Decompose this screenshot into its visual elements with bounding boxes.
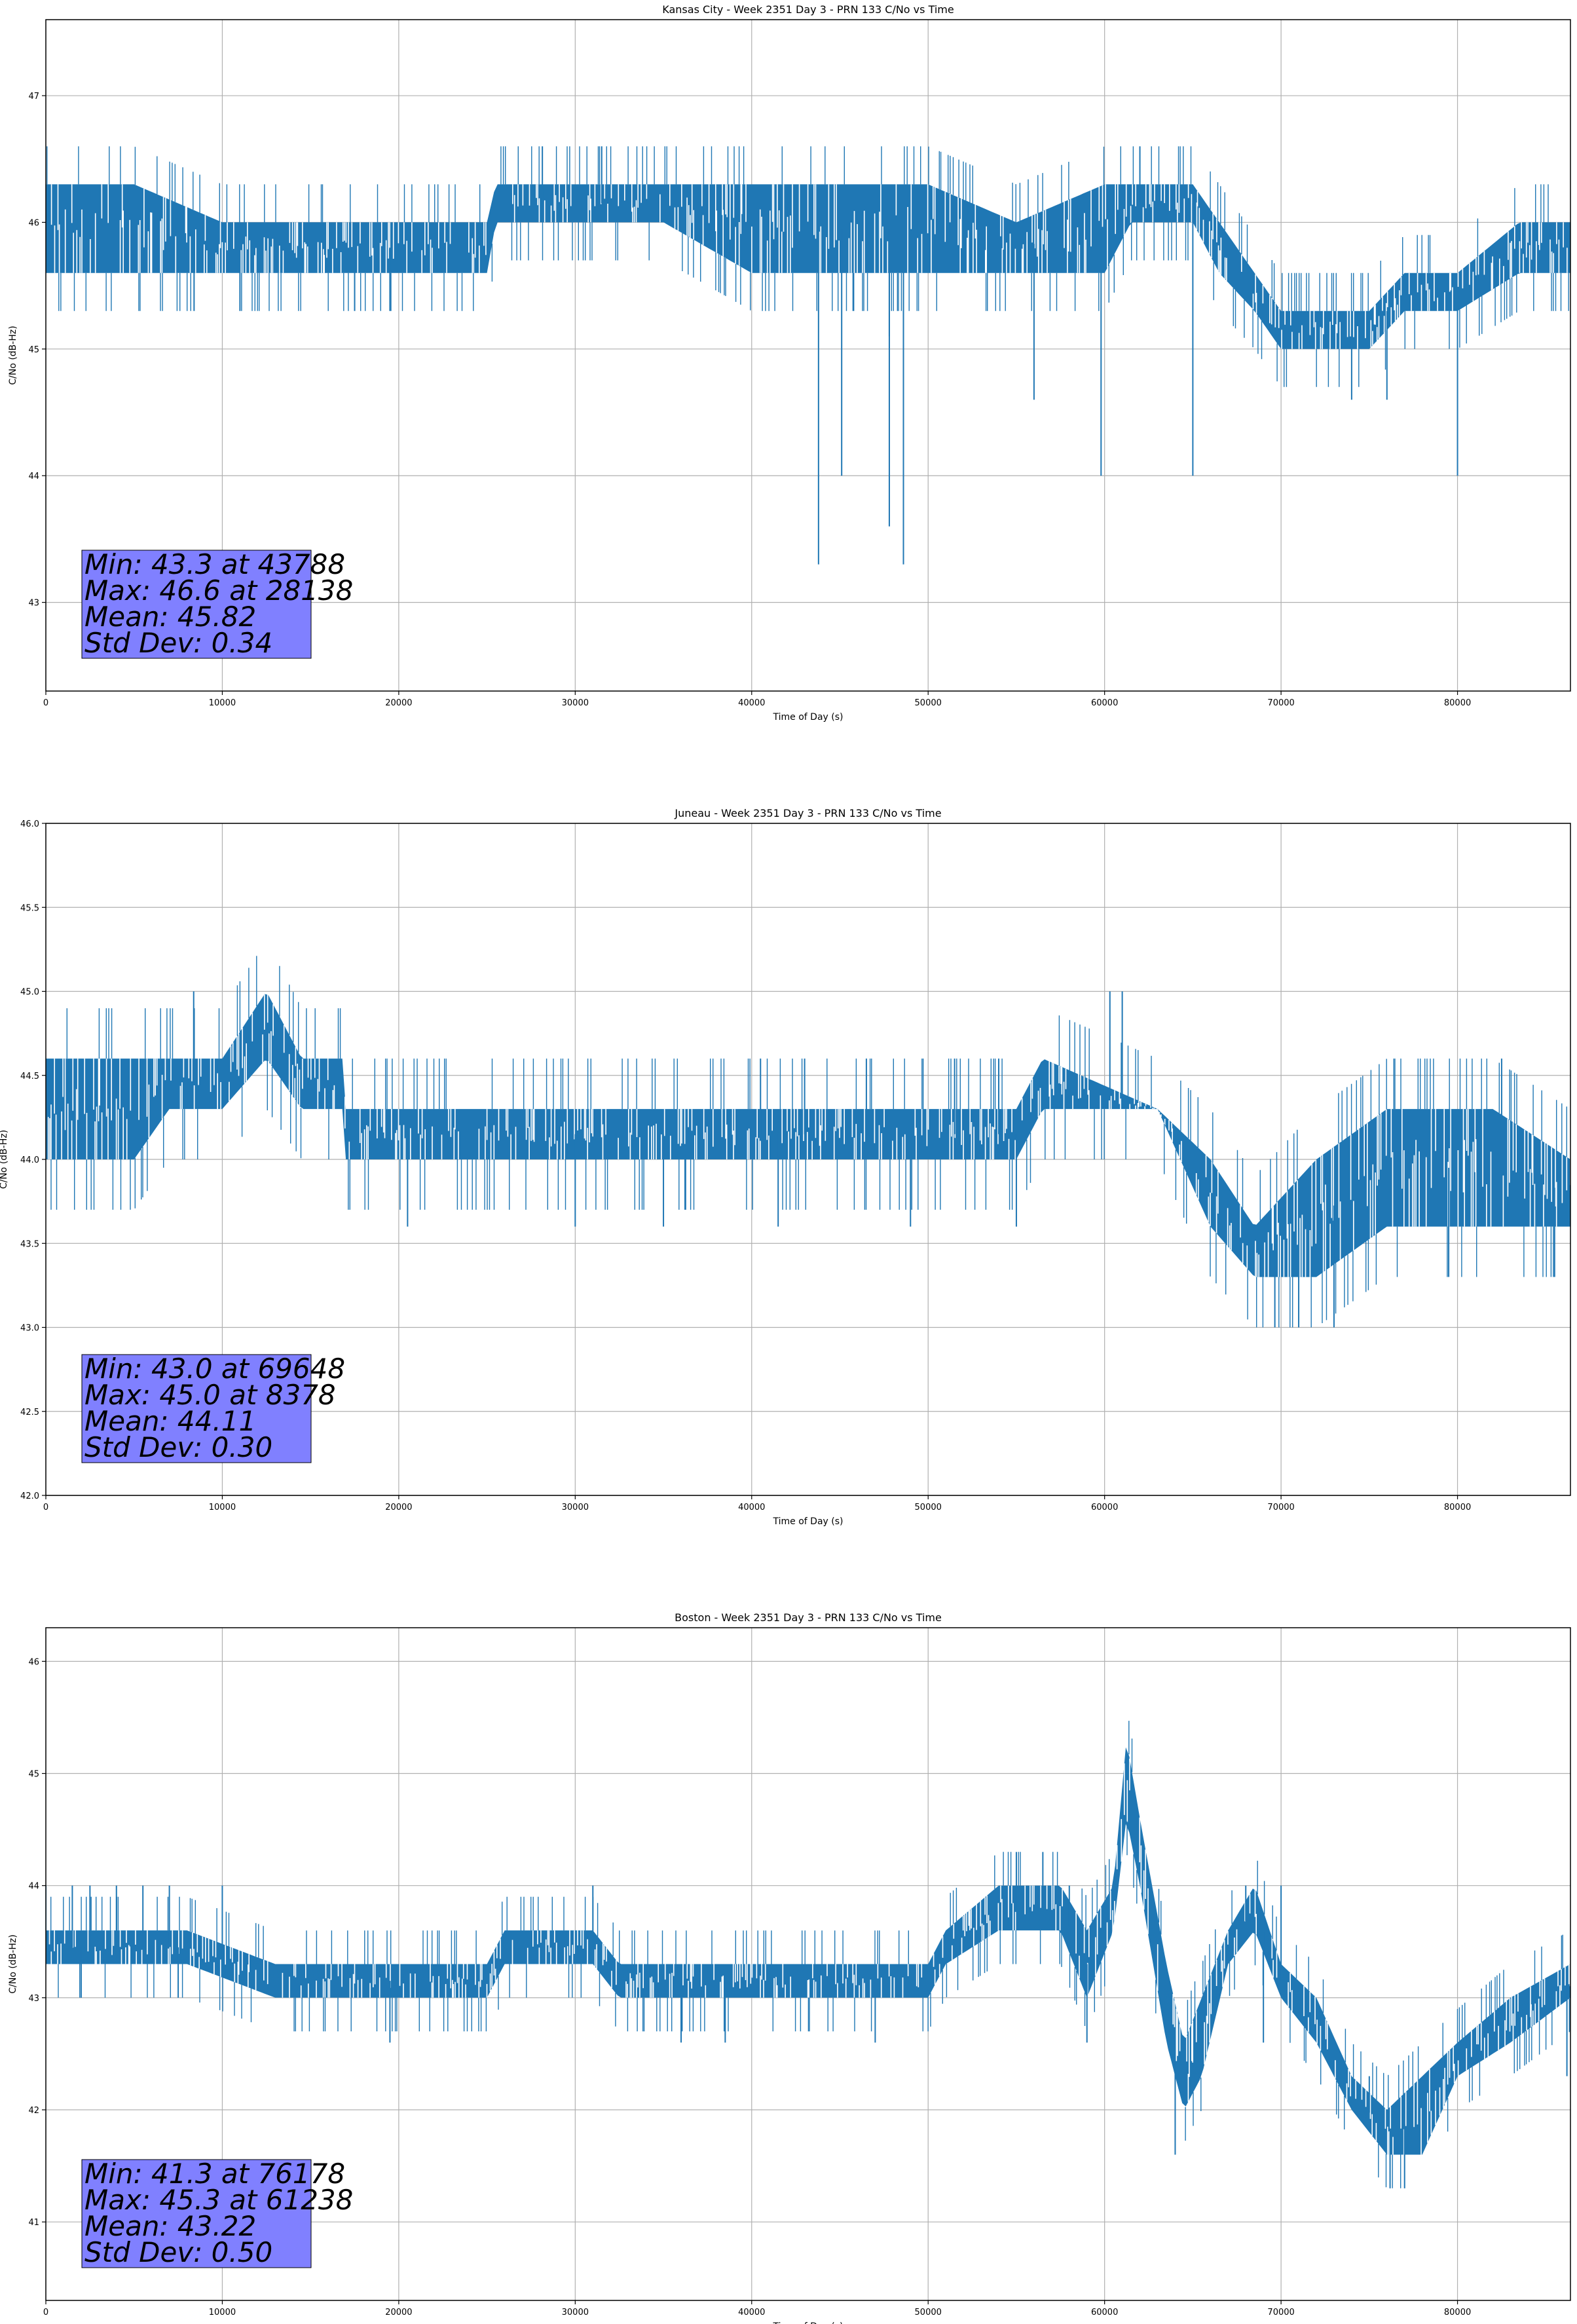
- y-tick-label: 43: [28, 599, 39, 609]
- y-tick-label: 44.5: [20, 1072, 39, 1081]
- stats-box: [81, 1354, 312, 1463]
- chart-panel-2: 0 10000 20000 30000 40000 50000 60000 70000 8000…: [0, 807, 1571, 1527]
- x-axis-label: Time of Day (s): [773, 1516, 844, 1527]
- series-group: [46, 1721, 1570, 2188]
- stats-line: Std Dev: 0.50: [84, 2236, 272, 2268]
- series-gaps: [48, 1758, 1570, 2155]
- chart-title: Juneau - Week 2351 Day 3 - PRN 133 C/No …: [674, 807, 941, 819]
- chart-title: Kansas City - Week 2351 Day 3 - PRN 133 …: [662, 3, 954, 16]
- x-tick-label: 80000: [1444, 2308, 1471, 2317]
- axes-frame: [45, 1627, 1571, 2301]
- y-tick-label: 44: [28, 1882, 39, 1892]
- x-tick-label: 20000: [385, 2308, 412, 2317]
- stats-line: Max: 45.3 at 61238: [84, 2184, 353, 2216]
- stats-line: Max: 45.0 at 8378: [84, 1379, 336, 1411]
- stats-box: [81, 550, 312, 659]
- series-oscillation: [50, 1721, 1570, 2188]
- x-tick-label: 10000: [209, 2308, 236, 2317]
- y-tick-label: 46: [28, 1657, 39, 1667]
- x-tick-label: 10000: [209, 698, 236, 708]
- x-tick-label: 60000: [1091, 1503, 1118, 1512]
- x-tick-label: 40000: [738, 2308, 765, 2317]
- stats-line: Max: 46.6 at 28138: [84, 574, 353, 607]
- y-tick-label: 45.5: [20, 903, 39, 913]
- stats-line: Min: 43.0 at 69648: [84, 1353, 345, 1385]
- y-tick-label: 45: [28, 345, 39, 355]
- y-tick-label: 44.0: [20, 1155, 39, 1165]
- y-tick-label: 42.0: [20, 1491, 39, 1501]
- x-tick-label: 80000: [1444, 1503, 1471, 1512]
- x-tick-label: 80000: [1444, 698, 1471, 708]
- stats-line: Min: 41.3 at 76178: [84, 2158, 345, 2190]
- x-axis-label: Time of Day (s): [773, 2321, 844, 2324]
- stats-line: Mean: 44.11: [84, 1405, 256, 1437]
- x-tick-label: 30000: [562, 2308, 589, 2317]
- x-tick-label: 40000: [738, 1503, 765, 1512]
- y-tick-label: 41: [28, 2218, 39, 2228]
- x-axis-label: Time of Day (s): [773, 712, 844, 722]
- stats-line: Std Dev: 0.30: [84, 1431, 272, 1463]
- series-gaps: [47, 994, 1570, 1277]
- y-tick-label: 46: [28, 218, 39, 228]
- x-tick-label: 60000: [1091, 2308, 1118, 2317]
- x-tick-label: 10000: [209, 1503, 236, 1512]
- y-axis-label: C/No (dB-Hz): [0, 1130, 9, 1189]
- y-tick-label: 45.0: [20, 988, 39, 998]
- y-axis-label: C/No (dB-Hz): [8, 326, 18, 384]
- series-band: [46, 994, 1570, 1277]
- x-tick-label: 70000: [1267, 2308, 1294, 2317]
- y-tick-label: 44: [28, 472, 39, 481]
- x-tick-label: 20000: [385, 698, 412, 708]
- stats-line: Mean: 45.82: [84, 601, 256, 633]
- y-tick-label: 45: [28, 1770, 39, 1780]
- x-tick-label: 30000: [562, 698, 589, 708]
- y-tick-label: 47: [28, 92, 39, 102]
- x-tick-label: 50000: [915, 698, 942, 708]
- stats-line: Std Dev: 0.34: [84, 627, 272, 659]
- y-tick-label: 43.0: [20, 1324, 39, 1334]
- chart-panel-1: 0 10000 20000 30000 40000 50000 60000 70000 8000…: [8, 3, 1571, 722]
- x-tick-label: 70000: [1267, 698, 1294, 708]
- chart-title: Boston - Week 2351 Day 3 - PRN 133 C/No …: [675, 1611, 942, 1624]
- y-tick-label: 42: [28, 2106, 39, 2116]
- x-tick-label: 0: [43, 698, 48, 708]
- x-tick-label: 20000: [385, 1503, 412, 1512]
- stats-line: Mean: 43.22: [84, 2210, 256, 2242]
- x-tick-label: 50000: [915, 1503, 942, 1512]
- x-tick-label: 30000: [562, 1503, 589, 1512]
- y-tick-label: 42.5: [20, 1408, 39, 1417]
- x-tick-label: 0: [43, 1503, 48, 1512]
- y-tick-label: 43: [28, 1994, 39, 2004]
- series-oscillation: [50, 956, 1567, 1328]
- series-group: [46, 956, 1570, 1328]
- x-tick-label: 70000: [1267, 1503, 1294, 1512]
- x-tick-label: 0: [43, 2308, 48, 2317]
- chart-panel-3: 0 10000 20000 30000 40000 50000 60000 70000 8000…: [8, 1611, 1571, 2324]
- y-tick-label: 43.5: [20, 1239, 39, 1249]
- series-gaps: [50, 184, 1568, 349]
- x-tick-label: 40000: [738, 698, 765, 708]
- x-tick-label: 60000: [1091, 698, 1118, 708]
- series-group: [46, 146, 1570, 565]
- axes-frame: [45, 19, 1571, 692]
- y-axis-label: C/No (dB-Hz): [8, 1934, 18, 1993]
- y-tick-label: 46.0: [20, 819, 39, 829]
- series-oscillation: [46, 146, 1569, 387]
- series-band: [46, 184, 1570, 349]
- stats-box: [81, 2159, 312, 2268]
- x-tick-label: 50000: [915, 2308, 942, 2317]
- stats-line: Min: 43.3 at 43788: [84, 548, 345, 580]
